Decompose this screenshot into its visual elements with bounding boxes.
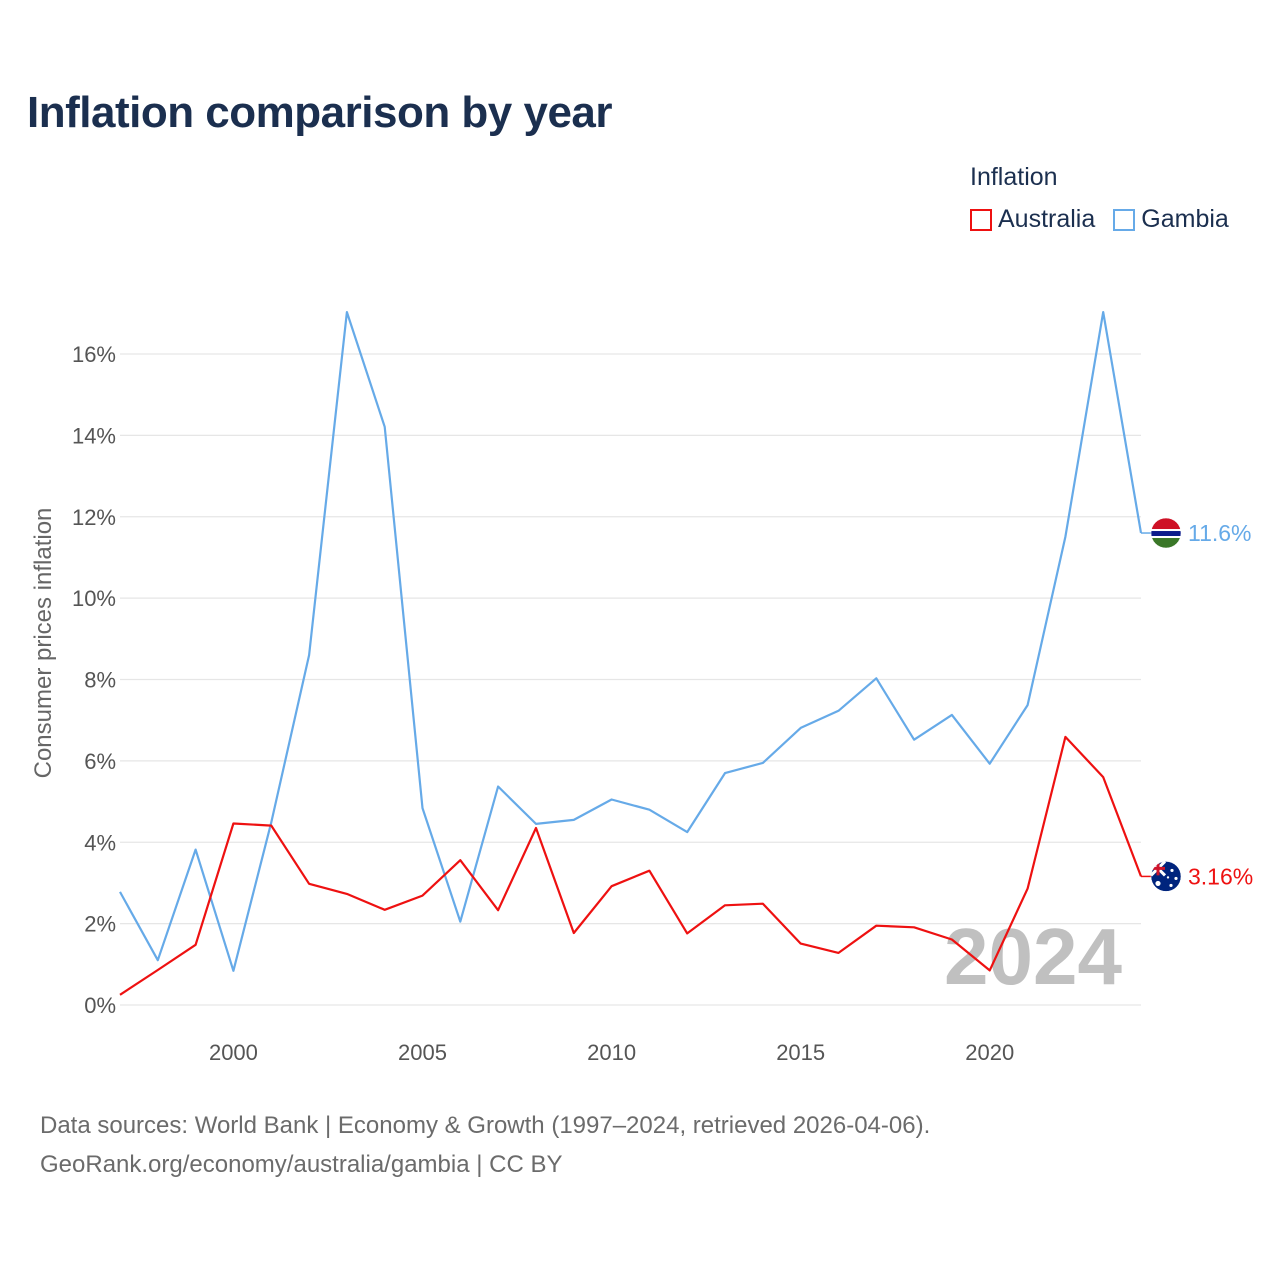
x-tick-label: 2000 <box>209 1040 258 1065</box>
series-lines <box>119 311 1143 996</box>
y-axis-label: Consumer prices inflation <box>30 508 57 779</box>
y-tick-label: 16% <box>72 342 116 367</box>
flag-australia-icon <box>1150 861 1182 892</box>
legend-title: Inflation <box>970 163 1058 191</box>
y-tick-label: 12% <box>72 505 116 530</box>
series-line-gambia <box>119 311 1143 972</box>
y-axis-ticks: 0% 2% 4% 6% 8% 10% 12% 14% 16% <box>72 342 116 1018</box>
x-axis-ticks: 2000 2005 2010 2015 2020 <box>209 1040 1014 1065</box>
footer-credit: GeoRank.org/economy/australia/gambia | C… <box>40 1151 563 1178</box>
x-tick-label: 2015 <box>776 1040 825 1065</box>
series-line-australia <box>119 735 1143 996</box>
y-tick-label: 0% <box>84 993 116 1018</box>
x-tick-label: 2020 <box>965 1040 1014 1065</box>
y-tick-label: 10% <box>72 586 116 611</box>
legend-item-australia[interactable]: Australia <box>970 205 1095 234</box>
y-tick-label: 8% <box>84 668 116 693</box>
y-tick-label: 4% <box>84 830 116 855</box>
legend-label-australia: Australia <box>998 205 1096 233</box>
y-tick-label: 14% <box>72 423 116 448</box>
legend-label-gambia: Gambia <box>1141 205 1229 233</box>
grid-lines <box>120 353 1141 1006</box>
y-tick-label: 2% <box>84 912 116 937</box>
end-markers: 11.6% 3.16% <box>1141 517 1253 892</box>
legend: Australia Gambia <box>970 205 1229 234</box>
end-label-gambia: 11.6% <box>1188 520 1252 546</box>
legend-swatch-gambia <box>1113 208 1136 231</box>
end-label-australia: 3.16% <box>1188 863 1253 889</box>
x-tick-label: 2010 <box>587 1040 636 1065</box>
x-tick-label: 2005 <box>398 1040 447 1065</box>
footer: Data sources: World Bank | Economy & Gro… <box>40 1106 930 1184</box>
legend-swatch-australia <box>970 208 992 231</box>
legend-item-gambia[interactable]: Gambia <box>1113 205 1229 234</box>
chart-title: Inflation comparison by year <box>27 88 613 137</box>
footer-sources: Data sources: World Bank | Economy & Gro… <box>40 1112 931 1139</box>
y-tick-label: 6% <box>84 749 116 774</box>
flag-gambia-icon <box>1150 517 1182 549</box>
year-watermark: 2024 <box>944 912 1122 1001</box>
